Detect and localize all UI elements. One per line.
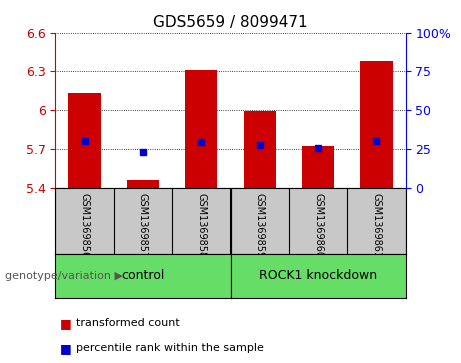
Text: ■: ■ [60, 342, 71, 355]
Text: GSM1369860: GSM1369860 [313, 193, 323, 258]
Text: ROCK1 knockdown: ROCK1 knockdown [259, 269, 377, 282]
Text: GSM1369861: GSM1369861 [372, 193, 382, 258]
Text: transformed count: transformed count [76, 318, 180, 328]
Bar [185, 70, 218, 188]
Bar [243, 111, 276, 188]
Bar [69, 93, 100, 188]
Text: percentile rank within the sample: percentile rank within the sample [76, 343, 264, 354]
Text: GSM1369857: GSM1369857 [138, 193, 148, 258]
Title: GDS5659 / 8099471: GDS5659 / 8099471 [153, 15, 308, 30]
Text: ■: ■ [60, 317, 71, 330]
Text: GSM1369859: GSM1369859 [254, 193, 265, 258]
Text: GSM1369858: GSM1369858 [196, 193, 207, 258]
Bar [361, 61, 393, 188]
Bar [127, 180, 159, 188]
Text: GSM1369856: GSM1369856 [79, 193, 89, 258]
Text: genotype/variation ▶: genotype/variation ▶ [5, 271, 123, 281]
Text: control: control [121, 269, 165, 282]
Bar [302, 146, 334, 188]
